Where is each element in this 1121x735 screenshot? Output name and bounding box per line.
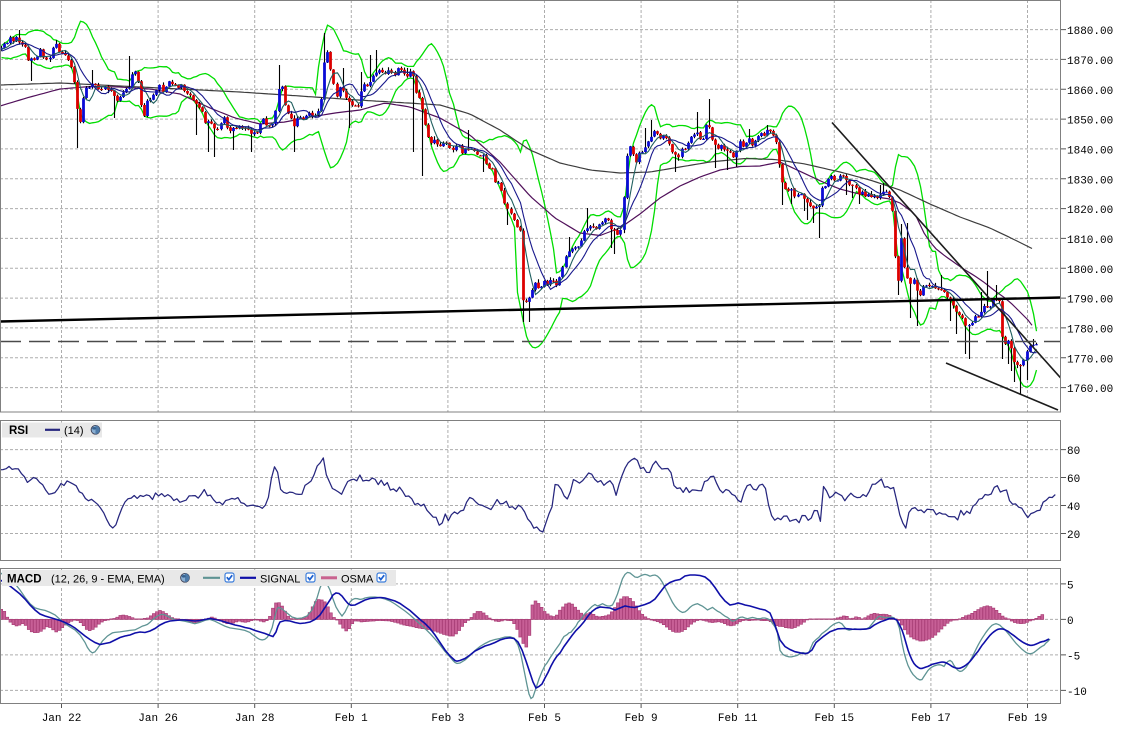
svg-text:1840.00: 1840.00 (1067, 145, 1113, 157)
svg-text:1880.00: 1880.00 (1067, 26, 1113, 38)
svg-text:80: 80 (1067, 446, 1080, 458)
svg-text:1790.00: 1790.00 (1067, 295, 1113, 307)
svg-text:1830.00: 1830.00 (1067, 175, 1113, 187)
svg-text:5: 5 (1067, 580, 1074, 592)
svg-text:Feb 19: Feb 19 (1008, 713, 1048, 725)
svg-text:1860.00: 1860.00 (1067, 86, 1113, 98)
svg-text:-10: -10 (1067, 687, 1087, 699)
svg-text:0: 0 (1067, 616, 1074, 628)
svg-text:1800.00: 1800.00 (1067, 265, 1113, 277)
svg-text:1870.00: 1870.00 (1067, 56, 1113, 68)
svg-text:1770.00: 1770.00 (1067, 354, 1113, 366)
svg-text:Feb 3: Feb 3 (431, 713, 464, 725)
svg-text:Feb 15: Feb 15 (814, 713, 854, 725)
svg-text:40: 40 (1067, 502, 1080, 514)
svg-text:1810.00: 1810.00 (1067, 235, 1113, 247)
svg-text:Feb 9: Feb 9 (625, 713, 658, 725)
svg-text:1780.00: 1780.00 (1067, 324, 1113, 336)
svg-text:Feb 1: Feb 1 (335, 713, 368, 725)
svg-text:Jan 28: Jan 28 (235, 713, 275, 725)
svg-text:Jan 26: Jan 26 (138, 713, 178, 725)
svg-text:1820.00: 1820.00 (1067, 205, 1113, 217)
svg-text:Jan 22: Jan 22 (42, 713, 82, 725)
svg-text:Feb 11: Feb 11 (718, 713, 758, 725)
svg-text:Feb 5: Feb 5 (528, 713, 561, 725)
svg-text:-5: -5 (1067, 651, 1080, 663)
svg-text:MACD: MACD (7, 573, 42, 585)
svg-text:SIGNAL: SIGNAL (260, 573, 300, 585)
svg-text:1850.00: 1850.00 (1067, 116, 1113, 128)
svg-text:(12, 26, 9 - EMA, EMA): (12, 26, 9 - EMA, EMA) (51, 573, 165, 585)
svg-text:OSMA: OSMA (341, 573, 374, 585)
svg-text:Feb 17: Feb 17 (911, 713, 951, 725)
svg-text:(14): (14) (64, 425, 84, 437)
svg-text:1760.00: 1760.00 (1067, 384, 1113, 396)
svg-text:20: 20 (1067, 530, 1080, 542)
svg-text:60: 60 (1067, 474, 1080, 486)
svg-text:RSI: RSI (9, 425, 28, 437)
